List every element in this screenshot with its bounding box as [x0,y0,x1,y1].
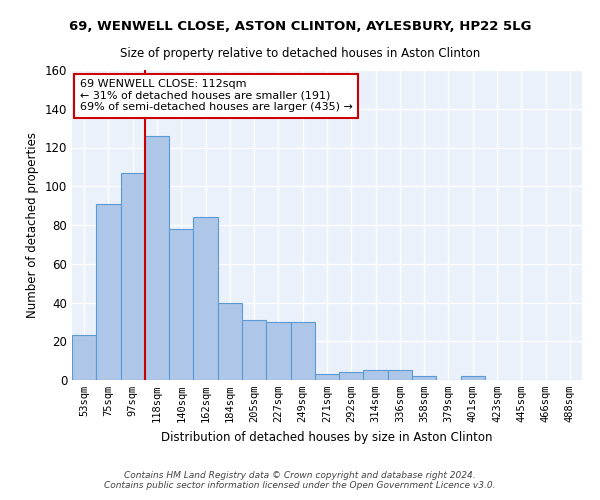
Bar [339,372,364,380]
Text: Contains HM Land Registry data © Crown copyright and database right 2024.
Contai: Contains HM Land Registry data © Crown c… [104,470,496,490]
Bar [218,302,242,380]
Bar [364,370,388,380]
Bar [461,376,485,380]
Text: Size of property relative to detached houses in Aston Clinton: Size of property relative to detached ho… [120,48,480,60]
Bar [290,322,315,380]
Bar [412,376,436,380]
Text: 69 WENWELL CLOSE: 112sqm
← 31% of detached houses are smaller (191)
69% of semi-: 69 WENWELL CLOSE: 112sqm ← 31% of detach… [80,80,353,112]
Bar [169,229,193,380]
X-axis label: Distribution of detached houses by size in Aston Clinton: Distribution of detached houses by size … [161,430,493,444]
Bar [121,172,145,380]
Bar [315,374,339,380]
Text: 69, WENWELL CLOSE, ASTON CLINTON, AYLESBURY, HP22 5LG: 69, WENWELL CLOSE, ASTON CLINTON, AYLESB… [69,20,531,33]
Bar [72,336,96,380]
Bar [96,204,121,380]
Bar [193,217,218,380]
Bar [242,320,266,380]
Bar [145,136,169,380]
Y-axis label: Number of detached properties: Number of detached properties [26,132,39,318]
Bar [388,370,412,380]
Bar [266,322,290,380]
